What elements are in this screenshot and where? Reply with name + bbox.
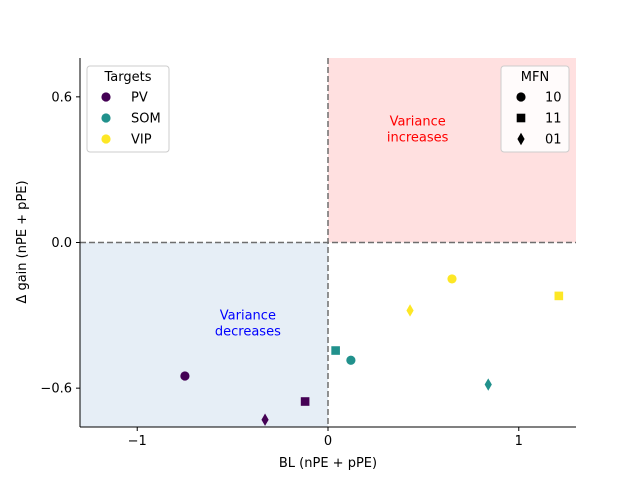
targets-legend-label: SOM <box>131 112 161 127</box>
data-point-pv-11 <box>300 397 310 406</box>
data-point-pv-10 <box>180 371 190 381</box>
targets-legend-marker <box>101 134 111 144</box>
mfn-legend-title: MFN <box>521 70 549 85</box>
region-label-line: decreases <box>215 324 281 339</box>
y-tick-label: −0.6 <box>40 382 72 397</box>
targets-legend-marker <box>101 92 111 102</box>
data-point-vip-11 <box>554 291 564 301</box>
y-tick-label: 0.0 <box>51 236 72 251</box>
x-tick-label: 1 <box>515 434 523 449</box>
x-tick-label: 0 <box>324 434 332 449</box>
x-tick-label: −1 <box>128 434 147 449</box>
data-point-som-01 <box>484 378 492 391</box>
targets-legend: Targets PV SOM VIP <box>86 65 170 153</box>
targets-legend-label: VIP <box>131 133 152 148</box>
data-point-vip-10 <box>447 274 457 284</box>
mfn-legend: MFN 10 11 01 <box>500 65 570 153</box>
region-label-top-right: Variance increases <box>387 114 449 145</box>
region-label-line: Variance <box>390 114 446 129</box>
mfn-legend-marker-square <box>516 113 526 123</box>
y-tick-label: 0.6 <box>51 90 72 105</box>
region-label-line: Variance <box>220 308 276 323</box>
y-ticks: 0.6 0.0 −0.6 <box>40 90 80 397</box>
region-bottom-left <box>80 242 328 427</box>
x-axis-label: BL (nPE + pPE) <box>279 456 377 471</box>
mfn-legend-label: 01 <box>545 133 562 148</box>
region-label-line: increases <box>387 130 449 145</box>
targets-legend-marker <box>101 113 111 123</box>
data-point-som-11 <box>331 346 340 355</box>
reference-lines <box>80 58 576 427</box>
targets-legend-box <box>86 65 170 153</box>
data-point-vip-01 <box>406 304 414 317</box>
data-point-pv-01 <box>261 413 269 426</box>
data-point-som-10 <box>346 355 356 365</box>
mfn-legend-label: 11 <box>545 112 562 127</box>
targets-legend-label: PV <box>131 91 148 106</box>
targets-legend-title: Targets <box>104 70 152 85</box>
region-label-bottom-left: Variance decreases <box>215 308 281 339</box>
mfn-legend-box <box>500 65 570 153</box>
mfn-legend-marker-diamond <box>517 132 525 146</box>
data-points <box>180 274 564 426</box>
x-ticks: −1 0 1 <box>128 427 523 449</box>
y-axis-label: Δ gain (nPE + pPE) <box>15 180 30 303</box>
mfn-legend-marker-circle <box>516 92 526 102</box>
mfn-legend-label: 10 <box>545 91 562 106</box>
